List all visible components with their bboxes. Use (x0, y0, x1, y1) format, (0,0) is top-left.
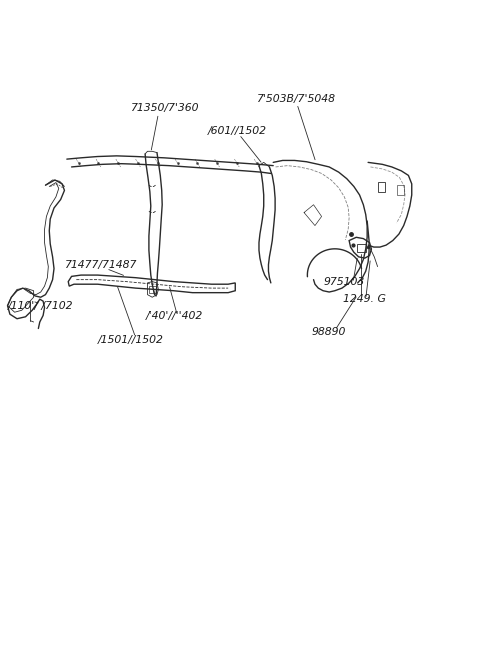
Text: /110'/ /7102: /110'/ /7102 (8, 302, 73, 311)
Text: /'40'//''402: /'40'//''402 (146, 311, 204, 321)
Text: /601//1502: /601//1502 (208, 126, 267, 136)
Text: 71350/7'360: 71350/7'360 (131, 103, 199, 113)
Text: 7'503B/7'5048: 7'503B/7'5048 (257, 94, 336, 104)
Text: 98890: 98890 (311, 327, 346, 337)
Text: /1501//1502: /1501//1502 (97, 334, 164, 344)
Text: 975103: 975103 (324, 277, 365, 287)
Text: 1249. G: 1249. G (343, 294, 386, 304)
Text: 71477/71487: 71477/71487 (65, 260, 138, 269)
